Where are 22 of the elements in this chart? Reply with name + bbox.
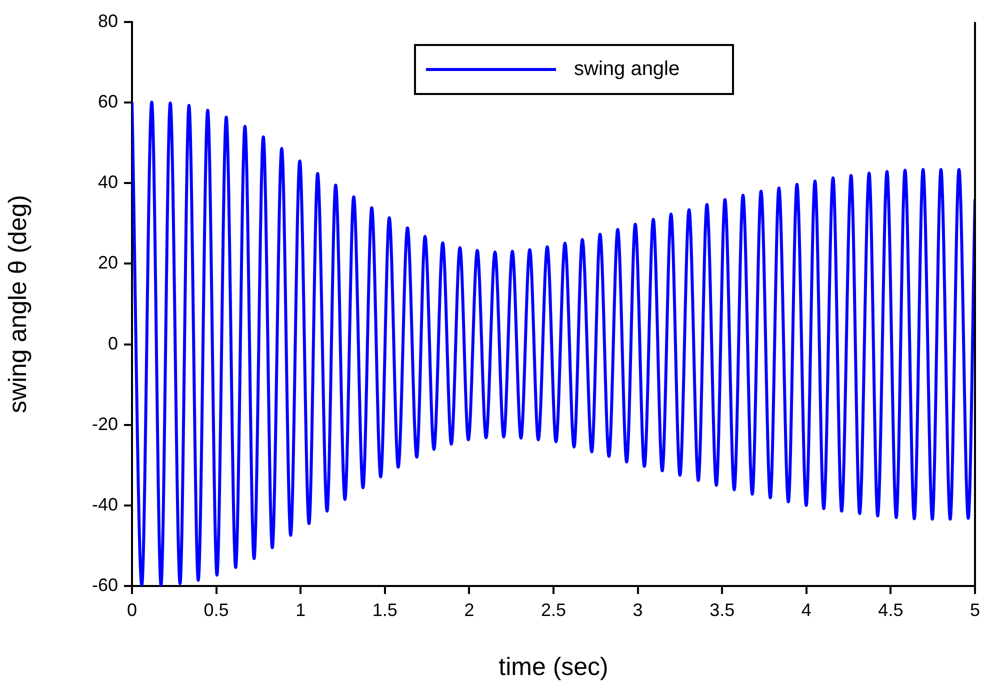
- x-tick-label: 2: [464, 600, 474, 620]
- x-tick-label: 0.5: [204, 600, 229, 620]
- y-tick-label: 60: [98, 92, 118, 112]
- y-tick-label: 20: [98, 252, 118, 273]
- y-tick-label: 0: [108, 333, 118, 354]
- y-tick-label: 40: [98, 172, 118, 192]
- y-axis-title: swing angle θ (deg): [4, 194, 32, 414]
- y-tick-label: -20: [92, 414, 118, 434]
- x-tick-label: 0: [126, 600, 138, 620]
- x-tick-label: 4.5: [878, 600, 904, 620]
- x-tick-label: 2.5: [540, 600, 566, 620]
- x-tick-label: 3.5: [710, 600, 735, 620]
- x-tick-label: 4: [801, 600, 812, 620]
- x-tick-label: 3: [632, 600, 643, 620]
- y-tick-label: -60: [92, 574, 118, 595]
- x-tick-label: 5: [970, 600, 980, 620]
- text: swing angle: [574, 58, 680, 81]
- y-tick-label: 80: [98, 10, 118, 31]
- x-axis-title: time (sec): [498, 652, 608, 681]
- y-tick-label: -40: [92, 494, 118, 514]
- x-tick-label: 1: [296, 600, 306, 620]
- x-tick-label: 1.5: [372, 600, 398, 620]
